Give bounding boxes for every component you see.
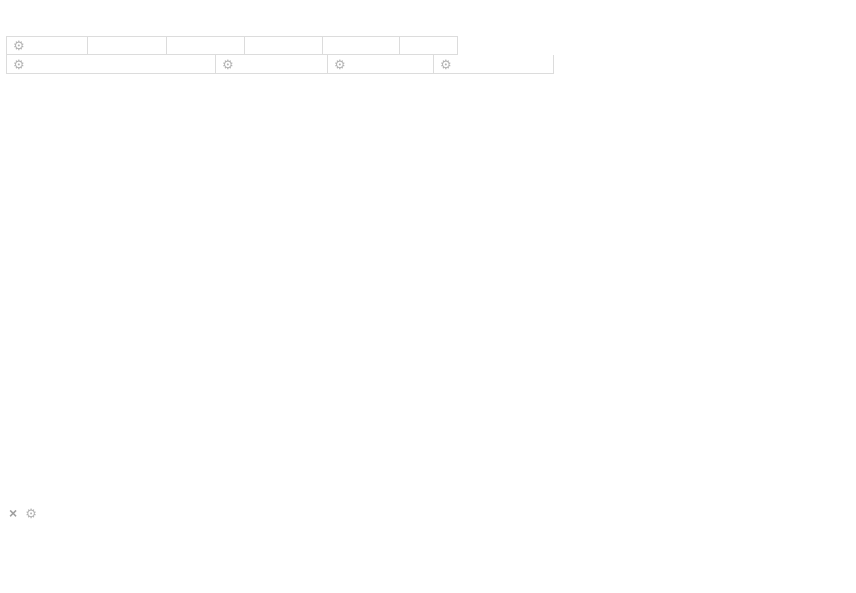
high-value	[167, 36, 245, 55]
close-icon[interactable]: ×	[9, 505, 18, 521]
legend-mm100-cell[interactable]: ⚙	[434, 55, 554, 74]
volume-panel-header: × ⚙	[9, 504, 53, 522]
close-value	[323, 36, 400, 55]
indicator-legend: ⚙ ⚙ ⚙ ⚙	[6, 36, 554, 74]
gear-icon[interactable]: ⚙	[334, 56, 346, 72]
change-percent-cell	[400, 36, 458, 55]
gear-icon[interactable]: ⚙	[222, 56, 234, 72]
legend-bollinger-cell[interactable]: ⚙	[6, 55, 216, 74]
low-value	[245, 36, 323, 55]
gear-icon[interactable]: ⚙	[13, 56, 25, 72]
legend-mm20-cell[interactable]: ⚙	[216, 55, 328, 74]
legend-mm50-cell[interactable]: ⚙	[328, 55, 434, 74]
gear-icon[interactable]: ⚙	[13, 38, 25, 53]
legend-cours-cell[interactable]: ⚙	[6, 36, 88, 55]
open-value	[88, 36, 167, 55]
gear-icon[interactable]: ⚙	[25, 505, 37, 521]
chart-header	[0, 0, 856, 33]
gear-icon[interactable]: ⚙	[440, 56, 452, 72]
